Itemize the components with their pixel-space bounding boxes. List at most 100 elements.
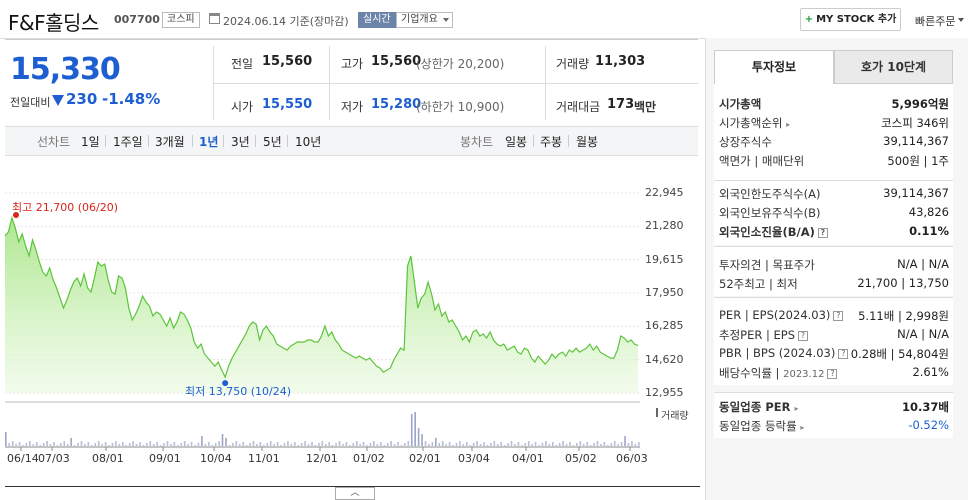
- high-label: 고가: [341, 57, 364, 71]
- volume-bar: [472, 443, 475, 446]
- volume-bar: [170, 444, 172, 446]
- volume-bar: [297, 445, 300, 446]
- volume-bar: [324, 444, 327, 446]
- tab-weekly[interactable]: 주봉: [540, 135, 563, 149]
- help-icon: ?: [798, 330, 809, 341]
- quote-date: 2024.06.14 기준(장마감): [223, 15, 349, 28]
- y-tick-label: 17,950: [645, 286, 684, 299]
- tab-1year[interactable]: 1년: [199, 135, 219, 149]
- volume-bar: [115, 441, 117, 446]
- volume-bar: [376, 444, 379, 446]
- volume-bar: [624, 436, 626, 446]
- x-tick-label: 12/01: [306, 452, 338, 465]
- line-chart-label: 선차트: [37, 135, 71, 149]
- volume-bar: [455, 443, 458, 446]
- y-tick-label: 16,285: [645, 319, 684, 333]
- tab-5year[interactable]: 5년: [263, 135, 282, 149]
- caret-right-icon: ▸: [786, 120, 791, 129]
- collapse-chart-button[interactable]: ︿: [335, 487, 375, 500]
- x-tick-label: 01/02: [353, 452, 385, 465]
- tab-3month[interactable]: 3개월: [155, 135, 185, 149]
- volume-bar: [152, 444, 155, 446]
- sector-per-row[interactable]: 동일업종 PER ▸ 10.37배: [719, 400, 949, 414]
- volume-bar: [352, 443, 355, 446]
- volume-bar: [22, 445, 24, 446]
- tab-orderbook[interactable]: 호가 10단계: [834, 50, 953, 84]
- volume-bar: [266, 443, 269, 446]
- quick-order-button[interactable]: 빠른주문: [915, 15, 956, 28]
- tab-3year[interactable]: 3년: [231, 135, 250, 149]
- change-percent: -1.48%: [102, 90, 161, 108]
- volume-bar: [345, 442, 348, 446]
- volume-legend: 거래량: [661, 411, 689, 422]
- par-row: 액면가 | 매매단위 500원 | 1주: [719, 154, 949, 168]
- company-info-label: 기업개요: [401, 14, 438, 25]
- info-box-2: [714, 180, 953, 245]
- volume-bars: [5, 412, 640, 446]
- volume-bar: [218, 441, 220, 446]
- volume-bar: [287, 441, 289, 446]
- volume-bar: [259, 442, 262, 446]
- volume-bar: [201, 436, 203, 446]
- header-divider: [0, 38, 968, 39]
- my-stock-add-button[interactable]: + MY STOCK 추가: [800, 8, 901, 31]
- upper-limit: (상한가 20,200): [416, 57, 505, 71]
- volume-bar: [410, 414, 413, 446]
- tab-1week[interactable]: 1주일: [113, 135, 143, 149]
- volume-bar: [318, 443, 320, 446]
- volume-bar: [235, 441, 238, 446]
- x-tick-label: 06/03: [616, 452, 648, 465]
- volume-bar: [407, 441, 410, 446]
- volume-bar: [73, 445, 76, 446]
- help-icon: ?: [833, 310, 844, 321]
- y-tick-label: 12,955: [645, 386, 684, 399]
- volume-bar: [94, 443, 97, 446]
- help-icon: ?: [838, 348, 849, 359]
- volume-bar: [359, 444, 361, 446]
- x-tick-label: 02/01: [409, 452, 441, 465]
- tab-divider: [105, 135, 106, 147]
- volume-bar: [280, 445, 282, 446]
- volume-bar: [42, 443, 45, 446]
- volume-bar: [545, 441, 547, 446]
- volume-bar: [338, 441, 341, 446]
- tab-divider: [287, 135, 288, 147]
- volume-bar: [39, 445, 42, 446]
- volume-bar: [180, 443, 183, 446]
- volume-bar: [204, 444, 207, 446]
- volume-bar: [393, 444, 396, 446]
- volume-bar: [290, 444, 293, 446]
- volume-bar: [445, 444, 447, 446]
- volume-bar: [600, 444, 602, 446]
- tab-daily[interactable]: 일봉: [505, 135, 528, 149]
- rank-row: 시가총액순위 ▸ 코스피 346위: [719, 116, 949, 130]
- candle-chart-label: 봉차트: [460, 135, 494, 149]
- sector-change-row[interactable]: 동일업종 등락률 ▸ -0.52%: [719, 418, 949, 433]
- volume-bar: [56, 445, 59, 446]
- volume-bar: [572, 445, 575, 446]
- tab-10year[interactable]: 10년: [295, 135, 322, 149]
- x-tick-label: 07/03: [38, 452, 70, 465]
- volume-bar: [211, 445, 214, 446]
- volume-bar: [118, 444, 121, 446]
- quote-top-border: [5, 39, 698, 40]
- tab-monthly[interactable]: 월봉: [576, 135, 599, 149]
- chevron-down-icon: [958, 18, 964, 22]
- tab-1day[interactable]: 1일: [81, 135, 100, 149]
- high-annotation: 최고 21,700 (06/20): [12, 201, 119, 214]
- price-chart[interactable]: [0, 157, 700, 500]
- tab-investment-info[interactable]: 투자정보: [714, 50, 834, 84]
- change-label: 전일대비: [10, 96, 51, 109]
- volume-bar: [617, 444, 619, 446]
- volume-bar: [125, 445, 128, 446]
- volume-bar: [121, 442, 124, 446]
- live-badge[interactable]: 실시간: [358, 12, 396, 28]
- volume-bar: [49, 444, 52, 446]
- volume-bar: [397, 442, 399, 446]
- opinion-row: 투자의견 | 목표주가 N/A | N/A: [719, 257, 949, 272]
- volume-bar: [541, 443, 544, 446]
- volume-bar: [108, 445, 110, 446]
- company-info-button[interactable]: 기업개요: [396, 12, 453, 28]
- low-marker: [222, 380, 229, 387]
- volume-bar: [15, 444, 17, 446]
